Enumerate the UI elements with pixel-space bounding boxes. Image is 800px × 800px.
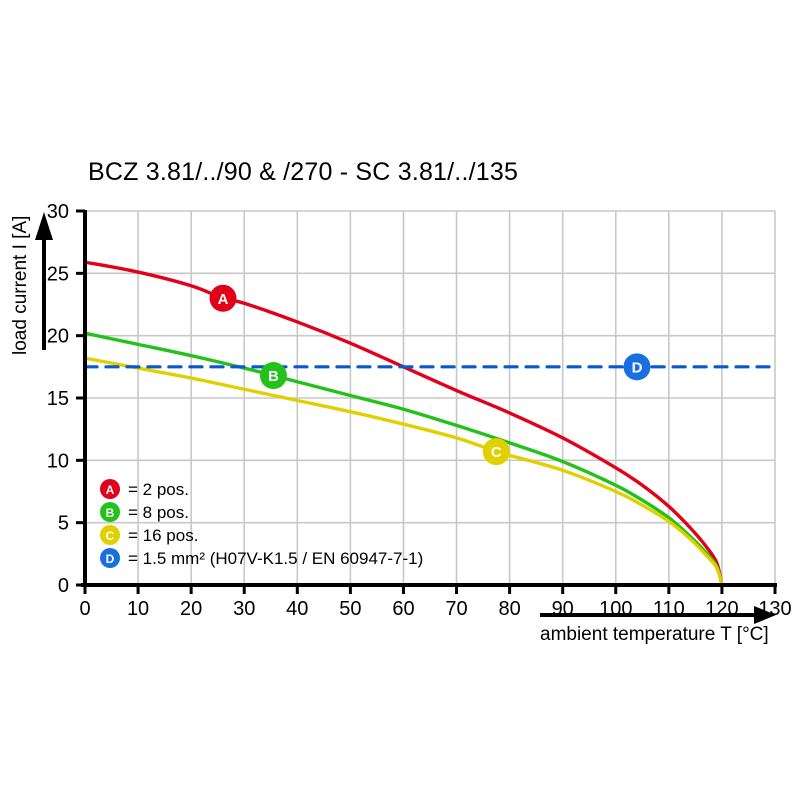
grid-lines bbox=[85, 210, 776, 585]
legend-label: = 8 pos. bbox=[128, 503, 189, 522]
legend-marker-c-icon bbox=[100, 525, 120, 545]
marker-letter: B bbox=[268, 368, 279, 385]
legend-marker-b-icon bbox=[100, 502, 120, 522]
marker-C: C bbox=[482, 438, 510, 466]
marker-letter: D bbox=[632, 359, 643, 376]
legend-item-B: B = 8 pos. bbox=[100, 502, 189, 522]
y-tick-label: 30 bbox=[47, 201, 69, 223]
y-tick-label: 25 bbox=[47, 263, 69, 285]
legend-item-A: A = 2 pos. bbox=[100, 479, 189, 499]
legend-marker-letter: D bbox=[106, 552, 115, 566]
x-tick-label: 50 bbox=[339, 598, 361, 620]
y-tick-label: 15 bbox=[47, 388, 69, 410]
legend-marker-d-icon bbox=[100, 548, 120, 568]
marker-D: D bbox=[623, 353, 651, 381]
x-tick-label: 10 bbox=[127, 598, 149, 620]
legend-marker-letter: B bbox=[106, 506, 115, 520]
marker-B: B bbox=[259, 362, 287, 390]
x-tick-label: 70 bbox=[445, 598, 467, 620]
marker-circle-b-icon bbox=[259, 362, 287, 390]
x-tick-label: 60 bbox=[392, 598, 414, 620]
axis-lines bbox=[76, 209, 777, 594]
marker-circle-c-icon bbox=[482, 438, 510, 466]
x-axis-arrow-head bbox=[754, 606, 776, 624]
legend-marker-a-icon bbox=[100, 479, 120, 499]
y-axis-title: load current I [A] bbox=[10, 216, 31, 355]
legend-label: = 16 pos. bbox=[128, 526, 198, 545]
y-tick-label: 10 bbox=[47, 450, 69, 472]
chart-title: BCZ 3.81/../90 & /270 - SC 3.81/../135 bbox=[88, 158, 519, 186]
x-tick-label: 0 bbox=[79, 598, 90, 620]
x-tick-label: 80 bbox=[498, 598, 520, 620]
legend-label: = 1.5 mm² (H07V-K1.5 / EN 60947-7-1) bbox=[128, 549, 423, 568]
y-axis-arrow-head bbox=[35, 212, 53, 240]
marker-letter: A bbox=[218, 291, 229, 308]
legend-item-C: C = 16 pos. bbox=[100, 525, 198, 545]
marker-A: A bbox=[209, 284, 237, 312]
axis-titles: load current I [A] ambient temperature T … bbox=[10, 212, 776, 645]
marker-letter: C bbox=[491, 444, 502, 461]
marker-circle-a-icon bbox=[209, 284, 237, 312]
legend-label: = 2 pos. bbox=[128, 480, 189, 499]
x-tick-label: 40 bbox=[286, 598, 308, 620]
legend-item-D: D = 1.5 mm² (H07V-K1.5 / EN 60947-7-1) bbox=[100, 548, 423, 568]
x-axis-title: ambient temperature T [°C] bbox=[540, 624, 769, 645]
curve-markers: A B C D bbox=[209, 284, 651, 466]
legend-marker-letter: C bbox=[106, 529, 115, 543]
y-tick-label: 0 bbox=[58, 575, 69, 597]
chart-legend: A = 2 pos. B = 8 pos. C = 16 pos. D = 1.5 mm² (… bbox=[100, 479, 423, 568]
y-tick-label: 5 bbox=[58, 513, 69, 535]
x-tick-label: 30 bbox=[233, 598, 255, 620]
legend-marker-letter: A bbox=[106, 483, 115, 497]
x-tick-label: 20 bbox=[180, 598, 202, 620]
y-tick-label: 20 bbox=[47, 326, 69, 348]
marker-circle-d-icon bbox=[623, 353, 651, 381]
